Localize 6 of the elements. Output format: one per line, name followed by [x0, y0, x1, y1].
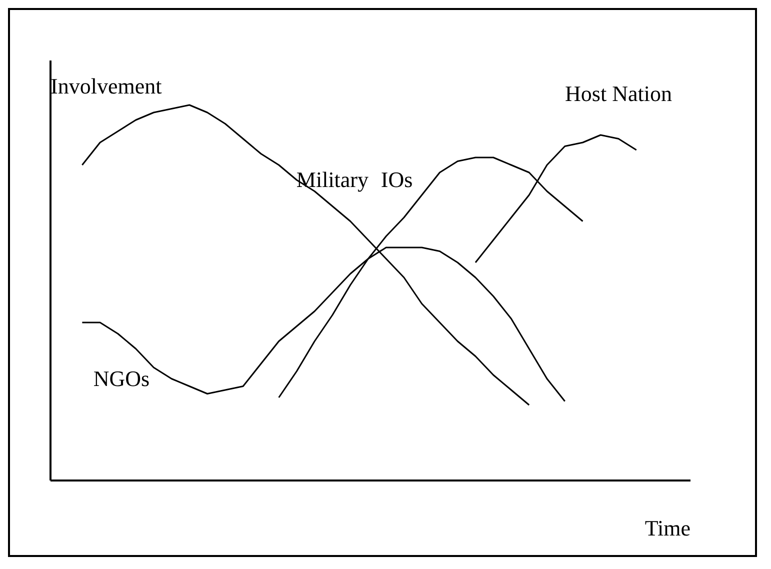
series-label: NGOs: [93, 366, 150, 391]
series-label: Military: [296, 167, 369, 192]
series-label: Host Nation: [565, 80, 672, 106]
y-axis-title: Involvement: [50, 74, 162, 98]
x-axis-title: Time: [644, 516, 690, 540]
series-label: IOs: [380, 167, 413, 192]
